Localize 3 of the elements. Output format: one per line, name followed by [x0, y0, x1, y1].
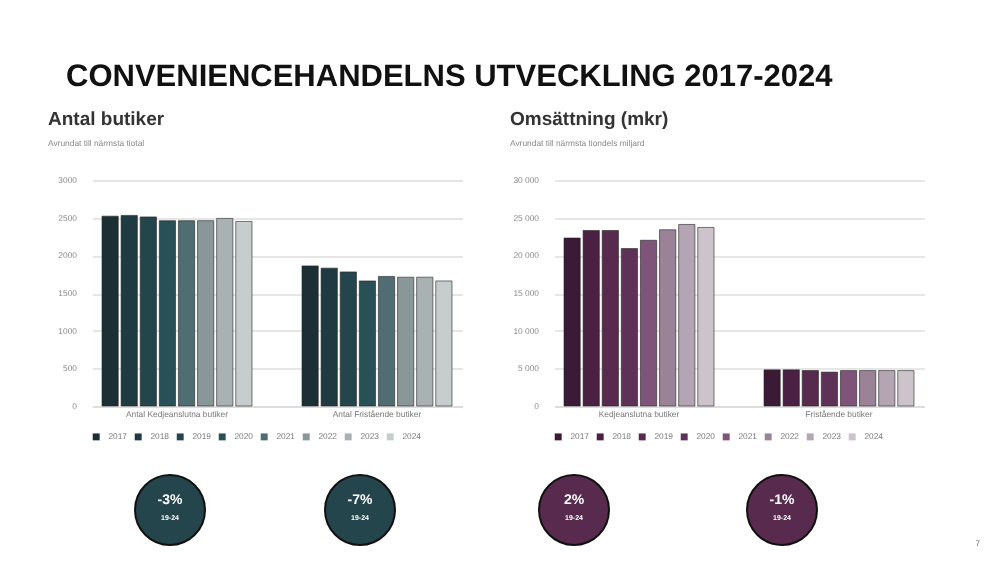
- chart-title: Omsättning (mkr): [510, 108, 669, 131]
- chart-title: Antal butiker: [48, 108, 165, 131]
- text: CONVENIENCEHANDELNS UTVECKLING 2017-2024: [66, 60, 833, 96]
